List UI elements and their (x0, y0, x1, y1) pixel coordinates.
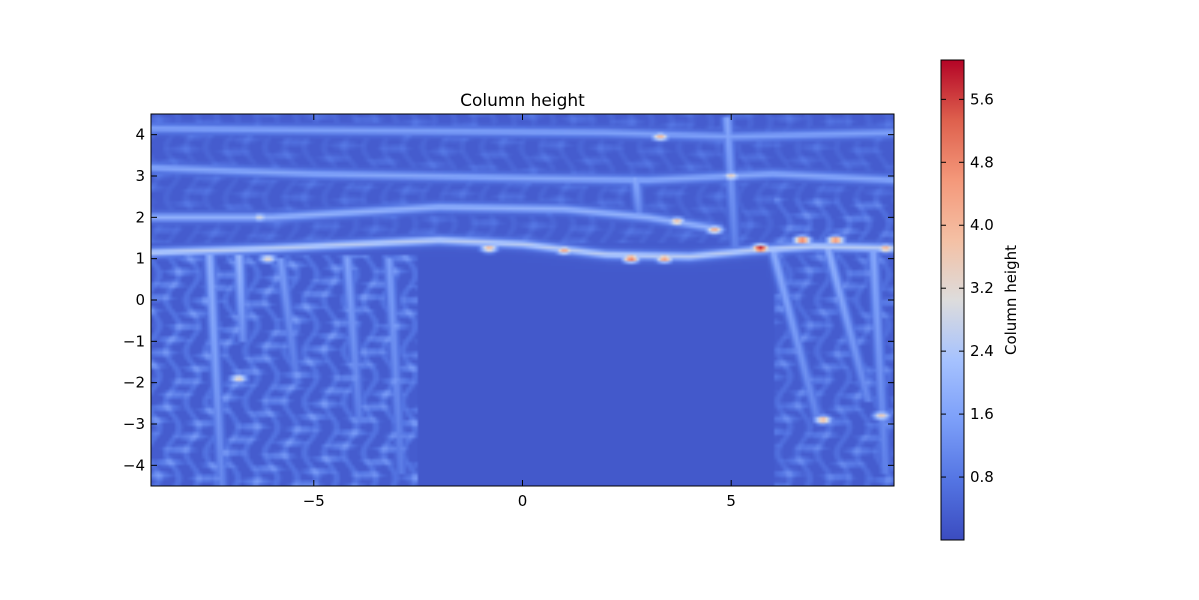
colorbar-tick-label: 4.0 (970, 216, 994, 234)
y-tick-label: −3 (123, 415, 145, 433)
x-tick-label: 0 (518, 492, 528, 510)
colorbar-tick-label: 0.8 (970, 468, 994, 486)
y-tick-label: 4 (135, 126, 145, 144)
x-tick-label: −5 (303, 492, 325, 510)
colorbar-tick-label: 3.2 (970, 279, 994, 297)
colorbar-tick-label: 1.6 (970, 405, 994, 423)
heatmap-image (151, 114, 894, 486)
x-axis: −5 0 5 (303, 114, 736, 510)
colorbar-tick-label: 4.8 (970, 153, 994, 171)
y-tick-label: 2 (135, 208, 145, 226)
y-tick-label: −1 (123, 332, 145, 350)
y-tick-label: 0 (135, 291, 145, 309)
colorbar-label: Column height (1002, 245, 1020, 355)
colorbar-ticks: 0.8 1.6 2.4 3.2 4.0 4.8 5.6 (941, 90, 994, 486)
colorbar-tick-label: 5.6 (970, 90, 994, 108)
colorbar-tick-label: 2.4 (970, 342, 994, 360)
y-tick-label: −4 (123, 456, 145, 474)
colorbar: 0.8 1.6 2.4 3.2 4.0 4.8 5.6 Column height (940, 59, 1020, 541)
y-axis: 4 3 2 1 0 −1 −2 −3 −4 (123, 126, 894, 474)
chart-title: Column height (460, 91, 585, 111)
y-tick-label: 1 (135, 250, 145, 268)
y-tick-label: −2 (123, 374, 145, 392)
colorbar-frame (940, 59, 965, 541)
y-tick-label: 3 (135, 167, 145, 185)
heatmap-plot-area (150, 113, 895, 487)
x-tick-label: 5 (726, 492, 736, 510)
colorbar-gradient (941, 60, 964, 540)
